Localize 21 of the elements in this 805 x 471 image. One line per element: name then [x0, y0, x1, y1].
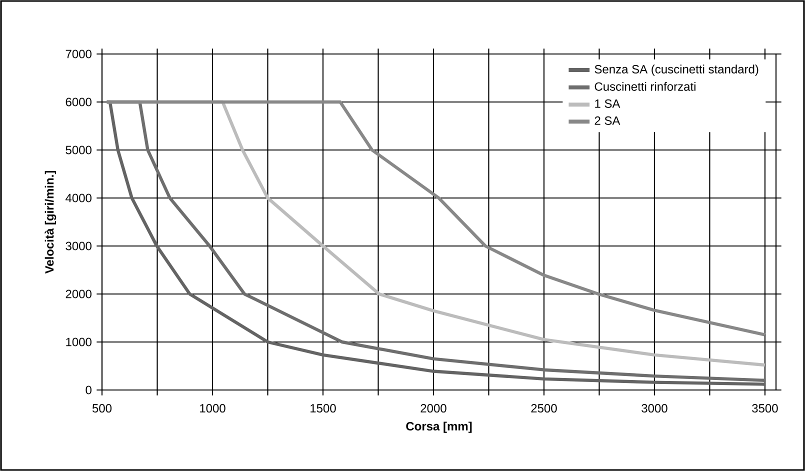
legend-label: 1 SA — [595, 99, 620, 108]
y-tick-label: 6000 — [66, 98, 92, 106]
x-tick-label: 1500 — [310, 404, 336, 413]
x-tick-label: 3000 — [642, 404, 668, 413]
legend-label: Senza SA (cuscinetti standard) — [594, 64, 758, 76]
x-tick-label: 2000 — [420, 404, 446, 413]
legend-label: Cuscinetti rinforzati — [594, 82, 696, 91]
y-tick-label: 4000 — [66, 194, 92, 202]
y-tick-label: 3000 — [66, 242, 92, 250]
x-tick-label: 500 — [92, 404, 112, 413]
x-axis-title: Corsa [mm] — [406, 422, 472, 433]
x-tick-label: 3500 — [752, 404, 778, 413]
legend-label: 2 SA — [594, 116, 620, 125]
y-tick-label: 2000 — [66, 290, 92, 298]
y-tick-label: 0 — [86, 386, 92, 394]
y-tick-label: 5000 — [66, 146, 92, 154]
x-tick-label: 1000 — [200, 404, 226, 413]
y-axis-title: Velocità [giri/min.] — [44, 170, 56, 274]
x-tick-label: 2500 — [531, 404, 557, 413]
y-tick-label: 1000 — [66, 338, 92, 346]
y-tick-label: 7000 — [66, 50, 92, 58]
